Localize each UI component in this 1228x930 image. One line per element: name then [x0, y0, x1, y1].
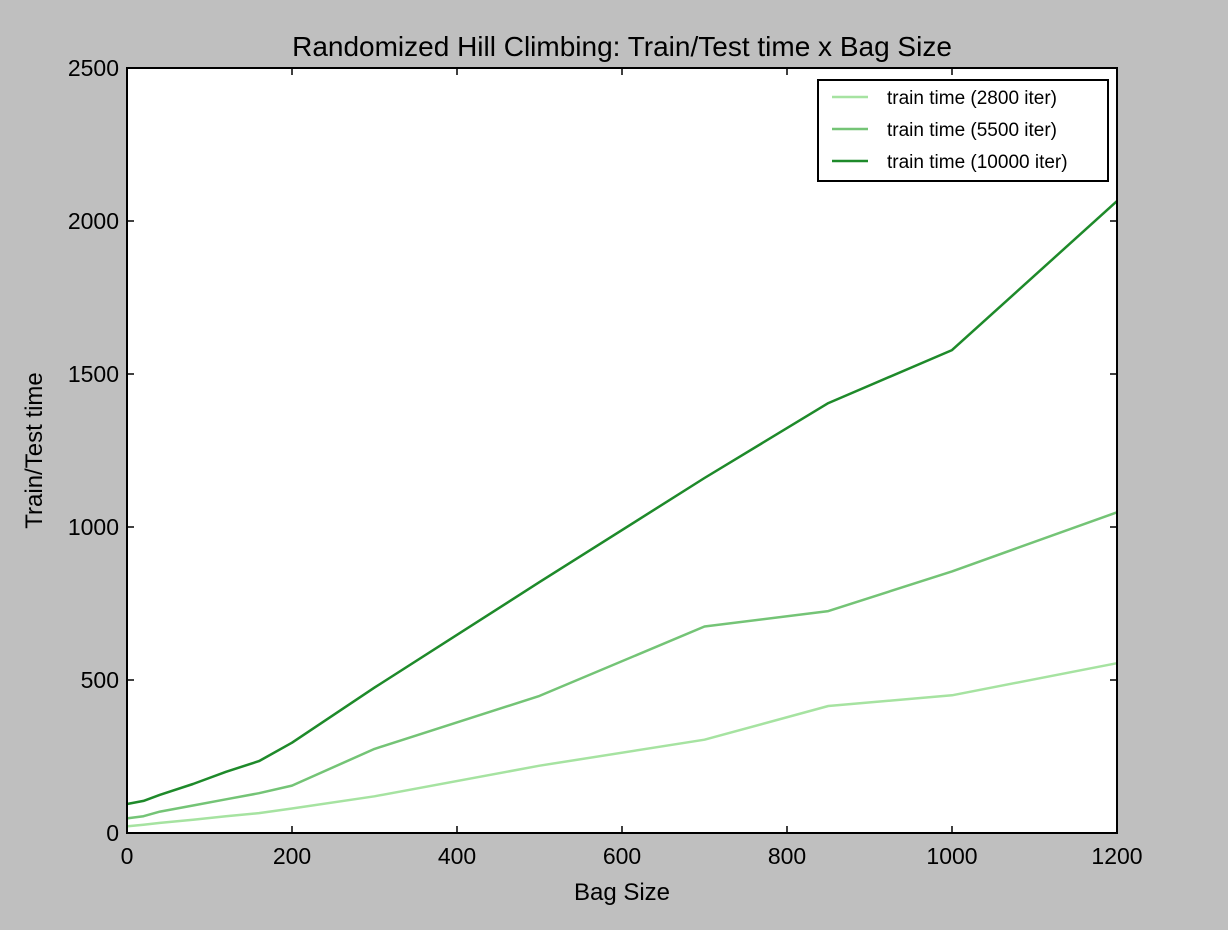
- x-tick-label: 1200: [1091, 843, 1142, 869]
- y-tick-label: 1000: [68, 514, 119, 540]
- legend-entry-label: train time (2800 iter): [887, 88, 1057, 109]
- legend-entry-label: train time (5500 iter): [887, 120, 1057, 141]
- legend-entry-label: train time (10000 iter): [887, 152, 1068, 173]
- series-line-2: [127, 511, 1118, 820]
- y-tick-label: 1500: [68, 361, 119, 387]
- x-tick-label: 0: [121, 843, 134, 869]
- plot-area: [127, 68, 1117, 833]
- y-tick-label: 500: [81, 667, 119, 693]
- x-tick-label: 600: [603, 843, 641, 869]
- legend: train time (2800 iter) train time (5500 …: [817, 79, 1109, 182]
- x-tick-label: 400: [438, 843, 476, 869]
- y-tick-label: 2500: [68, 55, 119, 81]
- x-tick-label: 800: [768, 843, 806, 869]
- chart-title: Randomized Hill Climbing: Train/Test tim…: [292, 31, 952, 62]
- y-tick-label: 0: [106, 820, 119, 846]
- x-tick-label: 200: [273, 843, 311, 869]
- y-tick-label: 2000: [68, 208, 119, 234]
- x-tick-label: 1000: [926, 843, 977, 869]
- plot-frame: [126, 67, 1118, 834]
- series-layer: [127, 200, 1118, 828]
- series-line-1: [127, 661, 1118, 828]
- x-axis-label: Bag Size: [574, 879, 670, 906]
- ticks-layer: 0 200 400 600 800 1000 1200 0 500 1000 1500 2000 250…: [68, 55, 1143, 869]
- y-axis-label: Train/Test time: [21, 372, 48, 528]
- series-line-3: [127, 200, 1118, 806]
